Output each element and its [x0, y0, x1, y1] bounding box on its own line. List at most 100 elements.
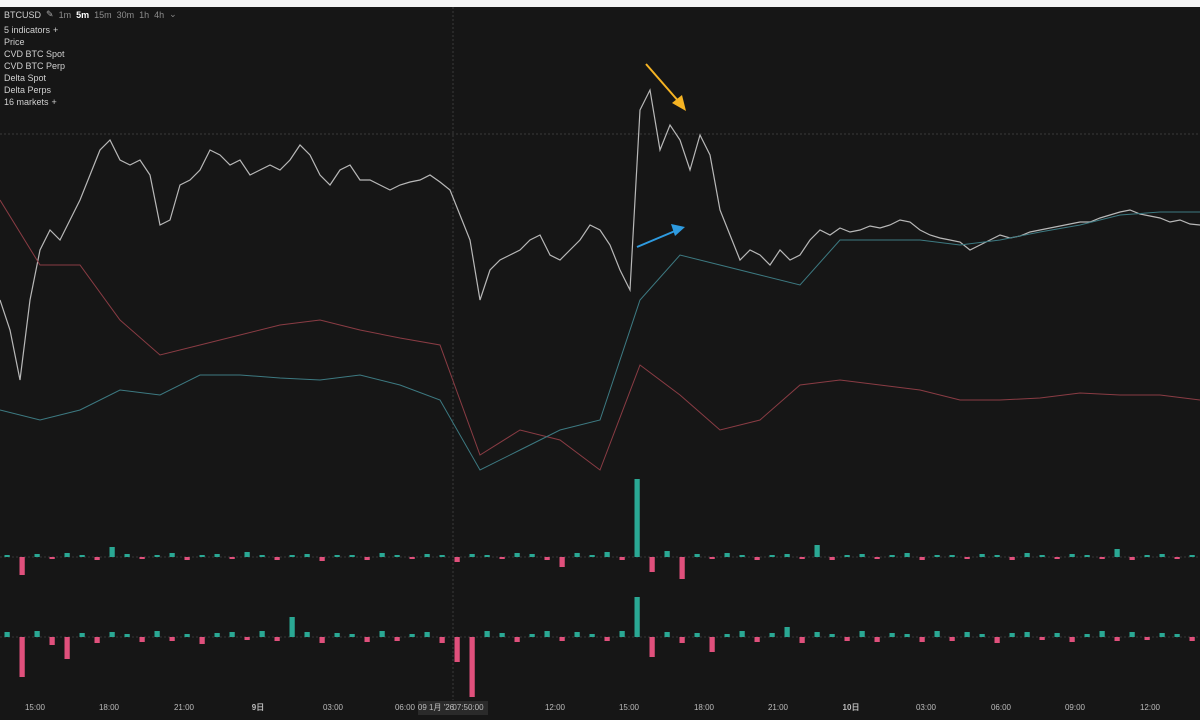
timeframe[interactable]: 1m — [58, 9, 72, 20]
bar — [469, 554, 475, 557]
bar — [769, 555, 775, 557]
x-tick-label: 9日 — [252, 703, 264, 712]
bar — [19, 557, 25, 575]
bar — [904, 634, 910, 637]
bar — [559, 557, 565, 567]
bar — [229, 557, 235, 559]
bar — [64, 637, 70, 659]
bar — [934, 631, 940, 637]
bar — [304, 554, 310, 557]
x-tick-label: 03:00 — [916, 703, 937, 712]
edit-icon[interactable]: ✎ — [46, 9, 54, 19]
bar — [1159, 554, 1165, 557]
bar — [694, 633, 700, 637]
timeframe[interactable]: 30m — [116, 9, 135, 20]
timeframes: 1m 5m 15m 30m 1h 4h — [59, 10, 165, 20]
bar — [259, 555, 265, 557]
bar — [604, 637, 610, 641]
bar — [1054, 557, 1060, 559]
indicator-item[interactable]: Delta Perps — [4, 85, 52, 95]
bar — [244, 637, 250, 640]
bar — [724, 553, 730, 557]
bar — [184, 557, 190, 560]
bar — [229, 632, 235, 637]
bar — [679, 557, 685, 579]
bar — [349, 555, 355, 557]
bar — [679, 637, 685, 643]
bar — [1099, 557, 1105, 559]
bar — [799, 637, 805, 643]
x-tick-label: 12:00 — [545, 703, 566, 712]
bar — [424, 554, 430, 557]
bar — [1009, 557, 1015, 560]
bar — [889, 555, 895, 557]
x-tick-label: 10日 — [843, 703, 860, 712]
bar — [949, 555, 955, 557]
bar — [994, 555, 1000, 557]
bar — [274, 557, 280, 560]
bar — [214, 633, 220, 637]
indicator-item[interactable]: CVD BTC Perp — [4, 61, 66, 71]
bar — [469, 637, 475, 697]
annotation-arrow-orange — [645, 63, 686, 111]
indicator-item[interactable]: Price — [4, 37, 25, 47]
crosshair-date: 09 1月 '26 — [418, 703, 455, 712]
indicator-item[interactable]: Delta Spot — [4, 73, 47, 83]
bar — [289, 617, 295, 637]
bar — [994, 637, 1000, 643]
bar — [139, 557, 145, 559]
bar — [94, 637, 100, 643]
bar — [394, 555, 400, 557]
bar — [1144, 555, 1150, 557]
markets[interactable]: 16 markets + — [4, 97, 57, 107]
bar — [1174, 557, 1180, 559]
bar — [4, 555, 10, 557]
bar — [394, 637, 400, 641]
bar — [199, 555, 205, 557]
bar — [1129, 632, 1135, 637]
timeframe[interactable]: 15m — [94, 9, 112, 20]
bar — [919, 557, 925, 560]
crosshair-time: 07:50:00 — [452, 703, 484, 712]
timeframe[interactable]: 5m — [76, 9, 90, 20]
timeframe[interactable]: 1h — [139, 9, 150, 20]
bar — [169, 637, 175, 641]
bar — [259, 631, 265, 637]
bar — [79, 633, 85, 637]
line — [0, 211, 1200, 471]
bar — [499, 557, 505, 559]
bar — [574, 553, 580, 557]
bar — [904, 553, 910, 557]
symbol[interactable]: BTCUSD — [4, 9, 42, 20]
bar — [874, 557, 880, 559]
bar — [19, 637, 25, 677]
indicator-summary[interactable]: 5 indicators + — [4, 25, 59, 35]
bar — [649, 637, 655, 657]
bar — [844, 555, 850, 557]
bar — [244, 552, 250, 557]
bar — [334, 633, 340, 637]
bar — [79, 555, 85, 557]
x-tick-label: 09:00 — [1065, 703, 1086, 712]
bar — [829, 634, 835, 637]
bar — [514, 637, 520, 642]
bar — [94, 557, 100, 560]
timeframe[interactable]: 4h — [154, 9, 165, 20]
bar — [934, 555, 940, 557]
bar — [49, 557, 55, 559]
x-tick-label: 06:00 — [395, 703, 416, 712]
bar — [664, 551, 670, 557]
bar — [1159, 633, 1165, 637]
bar — [379, 553, 385, 557]
bar — [694, 554, 700, 557]
markets-text: 16 markets — [4, 97, 49, 107]
bar — [754, 557, 760, 560]
bar — [1039, 637, 1045, 640]
indicator-item[interactable]: CVD BTC Spot — [4, 49, 65, 59]
bar — [559, 637, 565, 641]
bar — [589, 555, 595, 557]
dropdown[interactable]: ⌄ — [169, 9, 177, 19]
bar — [454, 637, 460, 662]
bar — [1069, 637, 1075, 642]
bar — [829, 557, 835, 560]
